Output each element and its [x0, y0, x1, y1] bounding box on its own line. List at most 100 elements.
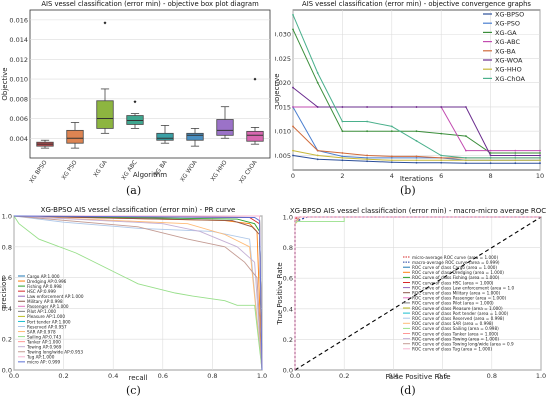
legend-label: ROC curve of class Tanker (area = 1.000) — [412, 331, 499, 336]
y-axis-label: Objective — [1, 67, 9, 100]
series-point — [514, 156, 517, 159]
y-axis-label: precision — [0, 277, 8, 309]
series-point — [465, 156, 467, 159]
x-tick-label: 1.0 — [257, 372, 267, 380]
series-point — [316, 81, 319, 84]
series-point — [366, 156, 368, 159]
legend-label: XG-BPSO — [495, 11, 524, 19]
chart-title: AIS vessel classification (error min) - … — [41, 0, 259, 8]
box-body — [96, 100, 114, 129]
series-point — [415, 130, 418, 133]
series-point — [539, 156, 541, 159]
legend-label: ROC curve of class Reserved (area = 0.99… — [412, 316, 505, 321]
x-tick-label: 0.2 — [339, 372, 349, 380]
series-point — [341, 155, 344, 158]
x-tick-label: 8 — [489, 172, 493, 180]
series-point — [390, 106, 393, 108]
y-tick-label: 0.005 — [275, 152, 291, 160]
y-tick-label: 0.030 — [275, 31, 291, 39]
series-point — [390, 161, 393, 164]
series-point — [440, 132, 443, 135]
box-plot-chart: 0.004 0.006 0.008 0.010 0.012 0.014 0.016 AIS v… — [1, 0, 271, 185]
series-point — [292, 154, 294, 157]
legend-label: XG-BA — [495, 47, 516, 55]
legend-label: ROC curve of class Law enforcement (area… — [412, 285, 514, 290]
y-tick-label: 0.4 — [2, 305, 12, 313]
y-tick-label: 0.014 — [9, 36, 28, 44]
series-point — [390, 130, 393, 133]
legend-label: macro-average ROC curve (area = 0.999) — [412, 260, 500, 265]
y-tick-label: 0.012 — [9, 56, 28, 64]
series-point — [292, 125, 294, 128]
series-point — [489, 154, 492, 157]
x-category-label: XG ChOA — [239, 160, 259, 185]
legend-label: Sailing AP:0.743 — [27, 334, 61, 339]
series-point — [366, 154, 368, 157]
y-tick-label: 0.0 — [283, 367, 293, 375]
caption-c: (c) — [126, 384, 141, 397]
series-point — [514, 149, 517, 152]
box-flier — [133, 100, 137, 104]
x-tick-label: 0 — [291, 172, 295, 180]
legend-label: ROC curve of class Military (area = 1.00… — [412, 291, 501, 296]
caption-d: (d) — [400, 384, 416, 397]
series-point — [539, 154, 541, 157]
x-category-label: XG HHO — [210, 159, 229, 182]
pr-curve — [13, 215, 263, 371]
legend-label: micro-average ROC curve (area = 1.000) — [412, 255, 498, 260]
y-tick-label: 0.8 — [283, 244, 293, 252]
x-tick-label: 4 — [390, 172, 394, 180]
y-tick-label: 0.025 — [275, 55, 291, 63]
series-point — [341, 156, 344, 159]
roc-curve — [294, 216, 541, 370]
y-axis-label: True Positive Rate — [276, 262, 284, 325]
pr-curve-chart: 0.0 0.2 0.4 0.6 0.8 1.0 0.0 0.2 0.4 0.6 0.8 1.0 XG-B… — [0, 206, 267, 382]
series-point — [514, 159, 517, 162]
series-point — [489, 162, 492, 165]
legend-label: Port tender AP:1.000 — [27, 319, 71, 324]
series-point — [366, 130, 368, 133]
series-point — [316, 158, 319, 161]
y-tick-label: 0.016 — [9, 16, 28, 24]
y-tick-label: 0.010 — [9, 76, 28, 84]
x-category-label: XG BPSO — [29, 159, 49, 184]
series-point — [316, 106, 319, 108]
caption-a: (a) — [126, 184, 142, 197]
series-point — [465, 106, 467, 108]
series-point — [341, 130, 344, 133]
legend-label: Fishing AP:0.998 — [27, 284, 62, 289]
x-tick-label: 0.2 — [58, 372, 68, 380]
series-point — [465, 162, 467, 165]
series-point — [366, 160, 368, 163]
chance-diagonal — [294, 216, 542, 371]
series-point — [292, 149, 294, 152]
x-tick-label: 1.0 — [536, 372, 546, 380]
y-tick-label: 0.004 — [9, 135, 28, 143]
x-category-label: XG GA — [93, 160, 109, 179]
series-point — [539, 149, 541, 152]
box-body — [246, 130, 264, 142]
y-tick-label: 0.015 — [275, 103, 291, 111]
x-axis-label: False Positive Rate — [385, 373, 450, 381]
pr-curve — [13, 215, 263, 371]
y-tick-label: 0.2 — [283, 336, 293, 344]
plot-area — [292, 9, 541, 171]
legend-label: Passenger AP:1.000 — [27, 304, 69, 309]
box-body — [186, 132, 204, 141]
series-point — [341, 159, 344, 162]
x-axis-label: Iterations — [400, 175, 434, 183]
legend-label: Tanker AP:1.000 — [26, 339, 61, 344]
legend-label: ROC curve of class Pleasure (area = 1.00… — [412, 306, 503, 311]
y-tick-label: 0.008 — [9, 95, 28, 103]
y-tick-label: 0.2 — [2, 336, 12, 344]
series-point — [489, 156, 492, 159]
x-axis-label: recall — [128, 374, 147, 382]
series-point — [440, 156, 443, 159]
legend-label: ROC curve of class SAR (area = 0.998) — [412, 321, 494, 326]
convergence-chart: 0.005 0.010 0.015 0.020 0.025 0.030 0 2 4 6 8 10 AIS… — [275, 0, 544, 183]
series-point — [316, 154, 319, 157]
x-tick-label: 0.0 — [290, 372, 300, 380]
legend-label: Dredging AP:0.996 — [27, 279, 67, 284]
x-category-label: XG WOA — [180, 160, 199, 184]
x-axis-label: Algorithm — [133, 171, 167, 179]
